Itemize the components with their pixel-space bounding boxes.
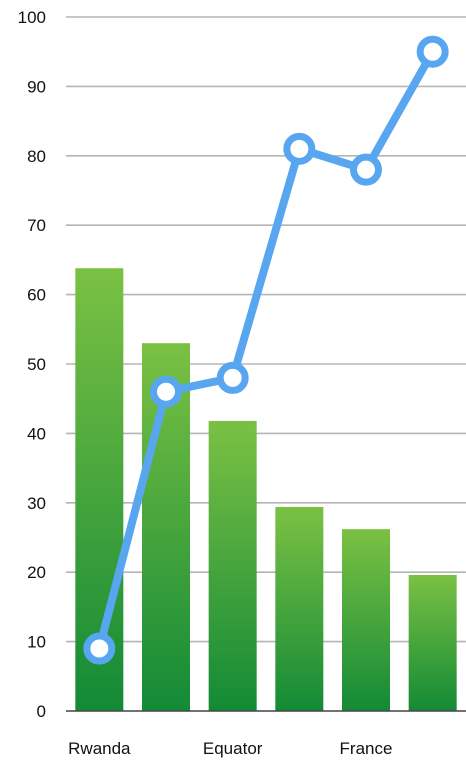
line-point: [150, 375, 182, 408]
x-category-label: France: [340, 739, 393, 758]
line-point: [416, 35, 449, 68]
line-series: [83, 35, 449, 665]
bar: [208, 420, 257, 711]
y-tick-label: 0: [37, 702, 46, 721]
y-axis-tick-labels: 0 10 20 30 40 50 60 70 80 90 100: [18, 8, 46, 721]
y-tick-label: 100: [18, 8, 46, 27]
y-tick-label: 90: [27, 77, 46, 96]
y-tick-label: 40: [27, 424, 46, 443]
line-series-path: [95, 47, 437, 653]
y-tick-label: 70: [27, 216, 46, 235]
line-point: [350, 153, 382, 186]
x-axis-category-labels: Rwanda Equator France: [68, 739, 392, 758]
bar: [342, 529, 390, 711]
y-tick-label: 60: [27, 286, 46, 305]
bar: [408, 574, 457, 711]
line-point: [216, 361, 249, 394]
gridlines: [66, 16, 466, 643]
bar: [275, 506, 324, 711]
line-point: [283, 132, 316, 165]
y-tick-label: 50: [27, 355, 46, 374]
line-point: [83, 632, 116, 665]
bar-series: [75, 268, 457, 711]
y-tick-label: 10: [27, 633, 46, 652]
y-tick-label: 30: [27, 494, 46, 513]
x-category-label: Equator: [203, 739, 263, 758]
y-tick-label: 80: [27, 147, 46, 166]
x-category-label: Rwanda: [68, 739, 131, 758]
y-tick-label: 20: [27, 563, 46, 582]
